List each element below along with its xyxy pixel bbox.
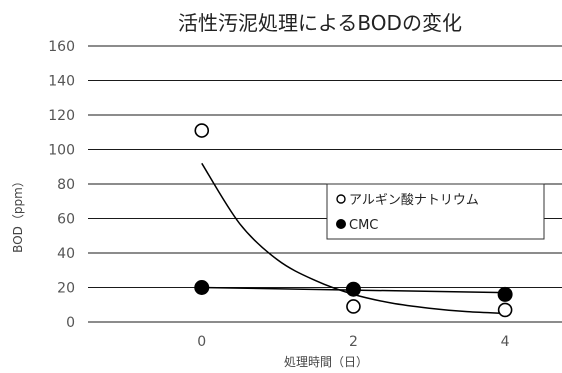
data-points <box>194 123 513 318</box>
legend-box <box>326 183 545 240</box>
legend-items: アルギン酸ナトリウム CMC <box>336 193 479 233</box>
y-tick-label: 20 <box>57 281 75 297</box>
legend: アルギン酸ナトリウム CMC <box>326 183 545 240</box>
y-tick-label: 0 <box>66 315 75 331</box>
plot-area <box>88 45 562 323</box>
data-point-series-0-1 <box>346 299 361 314</box>
y-tick-label: 60 <box>57 212 75 228</box>
x-tick-label: 2 <box>349 334 358 350</box>
data-point-series-1-0 <box>194 280 210 295</box>
legend-marker-series-0 <box>336 194 346 204</box>
y-tick-label: 40 <box>57 246 75 262</box>
y-axis-ticks: 0 20 40 60 80 100 120 140 160 <box>48 39 75 331</box>
data-point-series-1-2 <box>497 286 513 302</box>
x-axis-ticks: 0 2 4 <box>197 334 509 350</box>
x-axis-label: 処理時間（日） <box>284 355 368 369</box>
data-point-series-1-1 <box>345 281 361 297</box>
data-point-series-0-0 <box>194 123 210 138</box>
y-tick-label: 160 <box>48 39 75 55</box>
y-tick-label: 100 <box>48 143 75 159</box>
y-axis-label: BOD（ppm） <box>11 175 25 253</box>
y-tick-label: 140 <box>48 74 75 90</box>
x-tick-label: 0 <box>197 334 206 350</box>
grid-lines <box>88 45 562 323</box>
x-tick-label: 4 <box>501 334 510 350</box>
chart-title: 活性汚泥処理によるBODの変化 <box>178 11 462 35</box>
y-tick-label: 120 <box>48 108 75 124</box>
data-point-series-0-2 <box>497 302 513 318</box>
legend-marker-series-1 <box>336 219 346 229</box>
legend-label-series-1: CMC <box>349 218 378 233</box>
legend-label-series-0: アルギン酸ナトリウム <box>349 193 479 208</box>
y-tick-label: 80 <box>57 177 75 193</box>
